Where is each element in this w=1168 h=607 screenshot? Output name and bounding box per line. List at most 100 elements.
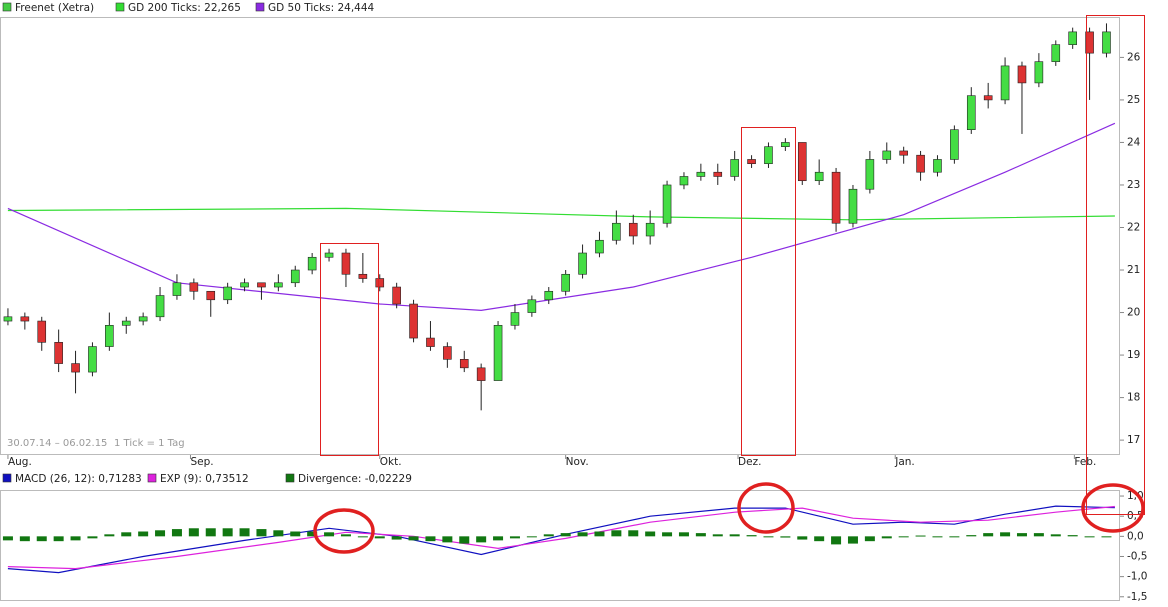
divergence-bar (425, 536, 436, 542)
legend-swatch (285, 473, 295, 483)
divergence-bar (53, 536, 64, 542)
legend-swatch (255, 2, 265, 12)
candle-body (1017, 65, 1027, 84)
candle-body (54, 342, 63, 364)
divergence-bar (459, 536, 470, 544)
divergence-bar (577, 532, 588, 537)
candle-body (679, 176, 689, 186)
divergence-bar (307, 531, 318, 537)
y-tick-label: 23 (1127, 179, 1140, 191)
y-tick-label: 19 (1127, 349, 1140, 361)
divergence-bar (476, 536, 487, 543)
divergence-bar (509, 536, 520, 539)
divergence-bar (645, 531, 656, 537)
candle-body (696, 171, 706, 177)
candle-body (341, 252, 351, 275)
y-tick-label: 17 (1127, 434, 1140, 446)
candle-body (865, 159, 875, 190)
divergence-bar (357, 536, 368, 538)
y-tick-label: 21 (1127, 264, 1140, 276)
candle-body (510, 312, 520, 326)
y-tick-label: -0,5 (1127, 550, 1148, 562)
candle-body (966, 95, 976, 130)
x-tick-label: Aug. (8, 456, 32, 468)
candle-body (3, 316, 13, 322)
y-tick-label: 22 (1127, 221, 1140, 233)
divergence-bar (864, 536, 875, 542)
divergence-bar (188, 528, 199, 537)
candle-body (713, 171, 723, 177)
divergence-bar (949, 536, 960, 538)
candle-body (950, 129, 959, 160)
highlight-box (320, 243, 379, 456)
divergence-bar (763, 536, 774, 538)
date-range: 30.07.14 – 06.02.15 (7, 438, 107, 449)
candle-body (781, 142, 790, 147)
candle-body (105, 325, 114, 347)
y-tick-label: 20 (1127, 307, 1140, 319)
candle-body (1051, 44, 1061, 62)
candle-body (1034, 61, 1044, 84)
candle-body (206, 290, 216, 301)
annotations (313, 15, 1145, 554)
legend-label: Freenet (Xetra) (15, 2, 94, 14)
candle-body (71, 363, 80, 373)
candle-body (797, 142, 807, 182)
candle-body (1102, 31, 1111, 54)
candle-body (443, 346, 452, 360)
divergence-bar (662, 532, 673, 537)
divergence-bar (1084, 536, 1095, 538)
divergence-bar (70, 536, 81, 541)
candle-body (223, 286, 232, 301)
divergence-bar (391, 536, 402, 540)
divergence-bar (898, 536, 909, 538)
legend-label: Divergence: -0,02229 (298, 473, 412, 485)
divergence-bar (1067, 535, 1078, 537)
divergence-bar (2, 536, 13, 541)
candle-body (426, 337, 435, 347)
divergence-bar (324, 532, 335, 537)
candle-body (172, 282, 182, 296)
highlight-circle (1081, 483, 1145, 533)
legend-swatch (147, 473, 157, 483)
divergence-bar (543, 534, 554, 537)
divergence-bar (222, 528, 233, 537)
candle-body (307, 256, 317, 271)
candle-body (848, 188, 858, 224)
candle-body (274, 282, 283, 288)
plot-layer: 17 18 19 20 21 22 23 24 25 26 Aug. Sep. Okt. Nov. Dez.… (2, 2, 1148, 603)
x-tick-label: Sep. (190, 456, 213, 468)
divergence-bar (442, 536, 453, 543)
divergence-bar (1050, 534, 1061, 537)
candle-body (628, 222, 638, 237)
x-tick-label: Okt. (380, 456, 402, 468)
legend-swatch (2, 2, 12, 12)
x-tick-label: Feb. (1074, 456, 1096, 468)
candle-body (20, 316, 30, 322)
divergence-bar (1033, 533, 1044, 537)
divergence-bar (966, 535, 977, 537)
x-tick-label: Dez. (738, 456, 761, 468)
y-tick-label: 18 (1127, 392, 1140, 404)
divergence-bar (155, 530, 166, 537)
candle-body (459, 359, 469, 369)
highlight-box (1086, 15, 1145, 515)
divergence-bar (628, 530, 639, 537)
candle-body (916, 154, 925, 173)
candle-body (831, 171, 841, 224)
divergence-bar (239, 528, 250, 537)
candle-body (392, 286, 401, 305)
divergence-bar (746, 535, 757, 537)
divergence-bar (847, 536, 858, 544)
y-tick-label: -1,5 (1127, 591, 1148, 603)
candle-body (37, 320, 47, 343)
divergence-bar (780, 536, 791, 538)
candle-body (257, 282, 266, 288)
y-tick-label: 25 (1127, 94, 1140, 106)
divergence-bar (87, 536, 98, 539)
candle-body (561, 273, 570, 292)
legend-swatch (115, 2, 125, 12)
candle-body (983, 95, 993, 101)
y-tick-label: 26 (1127, 51, 1141, 63)
